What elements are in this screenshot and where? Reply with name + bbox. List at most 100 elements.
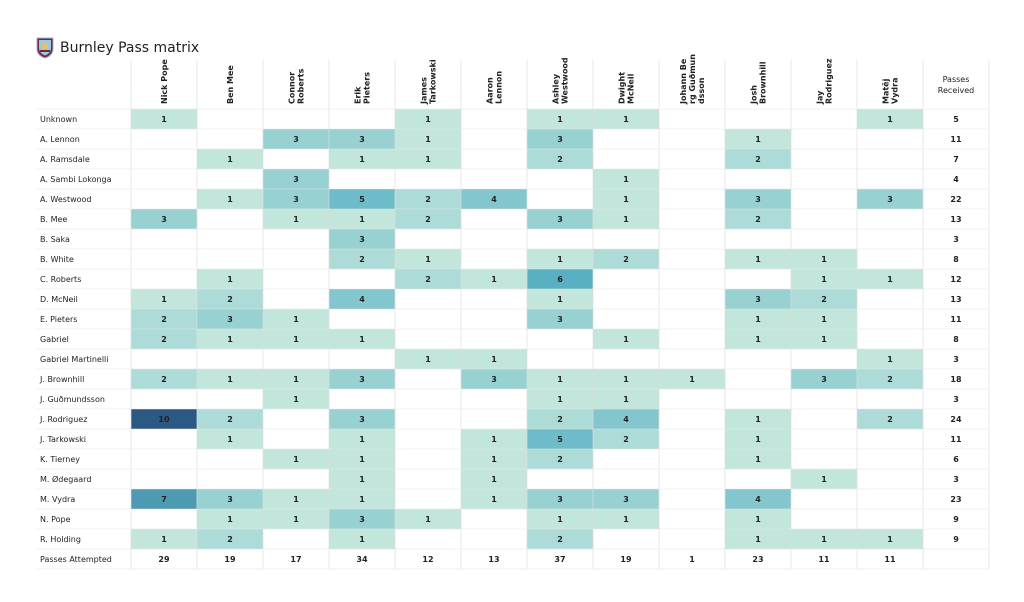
row-label: B. Saka: [40, 235, 70, 244]
heatmap-cell: [197, 189, 263, 209]
heatmap-cell: [593, 409, 659, 429]
cell-value: 1: [359, 495, 365, 504]
passes-attempted-value: 34: [356, 555, 368, 564]
cell-value: 1: [557, 515, 563, 524]
cell-value: 1: [623, 515, 629, 524]
cell-value: 1: [755, 315, 761, 324]
heatmap-cell: [461, 189, 527, 209]
cell-value: 1: [887, 355, 893, 364]
heatmap-cell: [197, 429, 263, 449]
heatmap-cell: [791, 269, 857, 289]
cell-value: 1: [623, 215, 629, 224]
passes-received-value: 13: [950, 215, 961, 224]
heatmap-cell: [461, 269, 527, 289]
cell-value: 1: [623, 375, 629, 384]
cell-value: 4: [623, 415, 629, 424]
heatmap-cell: [725, 209, 791, 229]
heatmap-cell: [857, 189, 923, 209]
heatmap-cell: [725, 189, 791, 209]
heatmap-cell: [593, 189, 659, 209]
heatmap-cell: [461, 469, 527, 489]
cell-value: 2: [887, 375, 893, 384]
heatmap-cell: [593, 249, 659, 269]
cell-value: 2: [755, 155, 761, 164]
heatmap-cell: [659, 369, 725, 389]
passes-received-header: Received: [938, 86, 974, 95]
passes-received-value: 7: [953, 155, 959, 164]
cell-value: 2: [425, 215, 431, 224]
passes-received-value: 12: [950, 275, 961, 284]
row-label: N. Pope: [40, 515, 71, 524]
cell-value: 2: [755, 215, 761, 224]
heatmap-cell: [593, 369, 659, 389]
cell-value: 2: [557, 155, 563, 164]
cell-value: 1: [359, 155, 365, 164]
column-label: rg Guðmun: [688, 54, 697, 104]
heatmap-cell: [263, 369, 329, 389]
cell-value: 2: [227, 415, 233, 424]
column-label: Ben Mee: [226, 65, 235, 104]
cell-value: 3: [557, 315, 563, 324]
column-label: Nick Pope: [160, 59, 169, 104]
heatmap-cell: [725, 489, 791, 509]
row-label: D. McNeil: [40, 295, 78, 304]
heatmap-cell: [527, 249, 593, 269]
heatmap-cell: [527, 149, 593, 169]
heatmap-cell: [263, 449, 329, 469]
heatmap-cell: [725, 329, 791, 349]
passes-attempted-value: 23: [752, 555, 763, 564]
column-label: James: [420, 77, 429, 105]
heatmap-cell: [197, 369, 263, 389]
heatmap-cell: [461, 449, 527, 469]
cell-value: 1: [755, 135, 761, 144]
heatmap-cell: [131, 109, 197, 129]
passes-received-value: 22: [950, 195, 961, 204]
cell-value: 1: [887, 535, 893, 544]
cell-value: 1: [689, 375, 695, 384]
row-label: A. Sambi Lokonga: [40, 175, 112, 184]
passes-received-value: 3: [953, 235, 959, 244]
passes-received-value: 9: [953, 535, 959, 544]
heatmap-cell: [725, 289, 791, 309]
cell-value: 4: [359, 295, 365, 304]
heatmap-cell: [527, 289, 593, 309]
column-label: Roberts: [297, 68, 306, 104]
heatmap-cell: [329, 409, 395, 429]
heatmap-cell: [725, 429, 791, 449]
heatmap-cell: [527, 109, 593, 129]
cell-value: 2: [359, 255, 365, 264]
cell-value: 1: [359, 335, 365, 344]
cell-value: 1: [161, 535, 167, 544]
heatmap-cell: [395, 149, 461, 169]
heatmap-cell: [131, 309, 197, 329]
chart-title: Burnley Pass matrix: [60, 40, 200, 56]
passes-attempted-value: 17: [290, 555, 301, 564]
row-label: K. Tierney: [40, 455, 80, 464]
cell-value: 1: [887, 115, 893, 124]
heatmap-cell: [593, 429, 659, 449]
cell-value: 1: [425, 355, 431, 364]
cell-value: 3: [293, 135, 299, 144]
cell-value: 1: [227, 155, 233, 164]
cell-value: 2: [557, 455, 563, 464]
heatmap-cell: [263, 309, 329, 329]
passes-received-value: 24: [950, 415, 962, 424]
heatmap-cell: [791, 369, 857, 389]
cell-value: 10: [158, 415, 170, 424]
heatmap-cell: [329, 369, 395, 389]
cell-value: 1: [623, 195, 629, 204]
column-label: Pieters: [363, 72, 372, 104]
cell-value: 1: [491, 455, 497, 464]
cell-value: 1: [227, 375, 233, 384]
heatmap-cell: [395, 269, 461, 289]
heatmap-cell: [395, 209, 461, 229]
heatmap-cell: [329, 249, 395, 269]
passes-received-value: 13: [950, 295, 961, 304]
heatmap-cell: [329, 329, 395, 349]
cell-value: 1: [821, 315, 827, 324]
heatmap-cell: [527, 209, 593, 229]
column-label: Brownhill: [759, 61, 768, 104]
column-label: Erik: [354, 86, 363, 104]
heatmap-cell: [131, 489, 197, 509]
heatmap-cell: [395, 129, 461, 149]
